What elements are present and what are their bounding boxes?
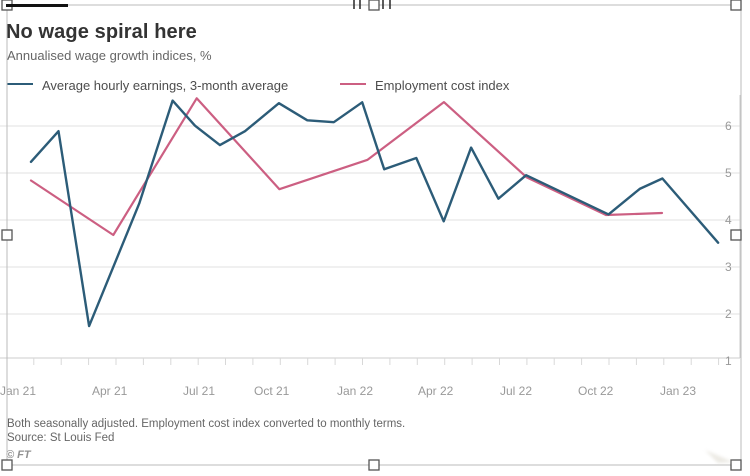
svg-text:6: 6 bbox=[725, 119, 732, 133]
svg-text:5: 5 bbox=[725, 166, 732, 180]
svg-text:4: 4 bbox=[725, 213, 732, 227]
svg-text:2: 2 bbox=[725, 307, 732, 321]
svg-text:3: 3 bbox=[725, 260, 732, 274]
svg-text:1: 1 bbox=[725, 354, 732, 368]
